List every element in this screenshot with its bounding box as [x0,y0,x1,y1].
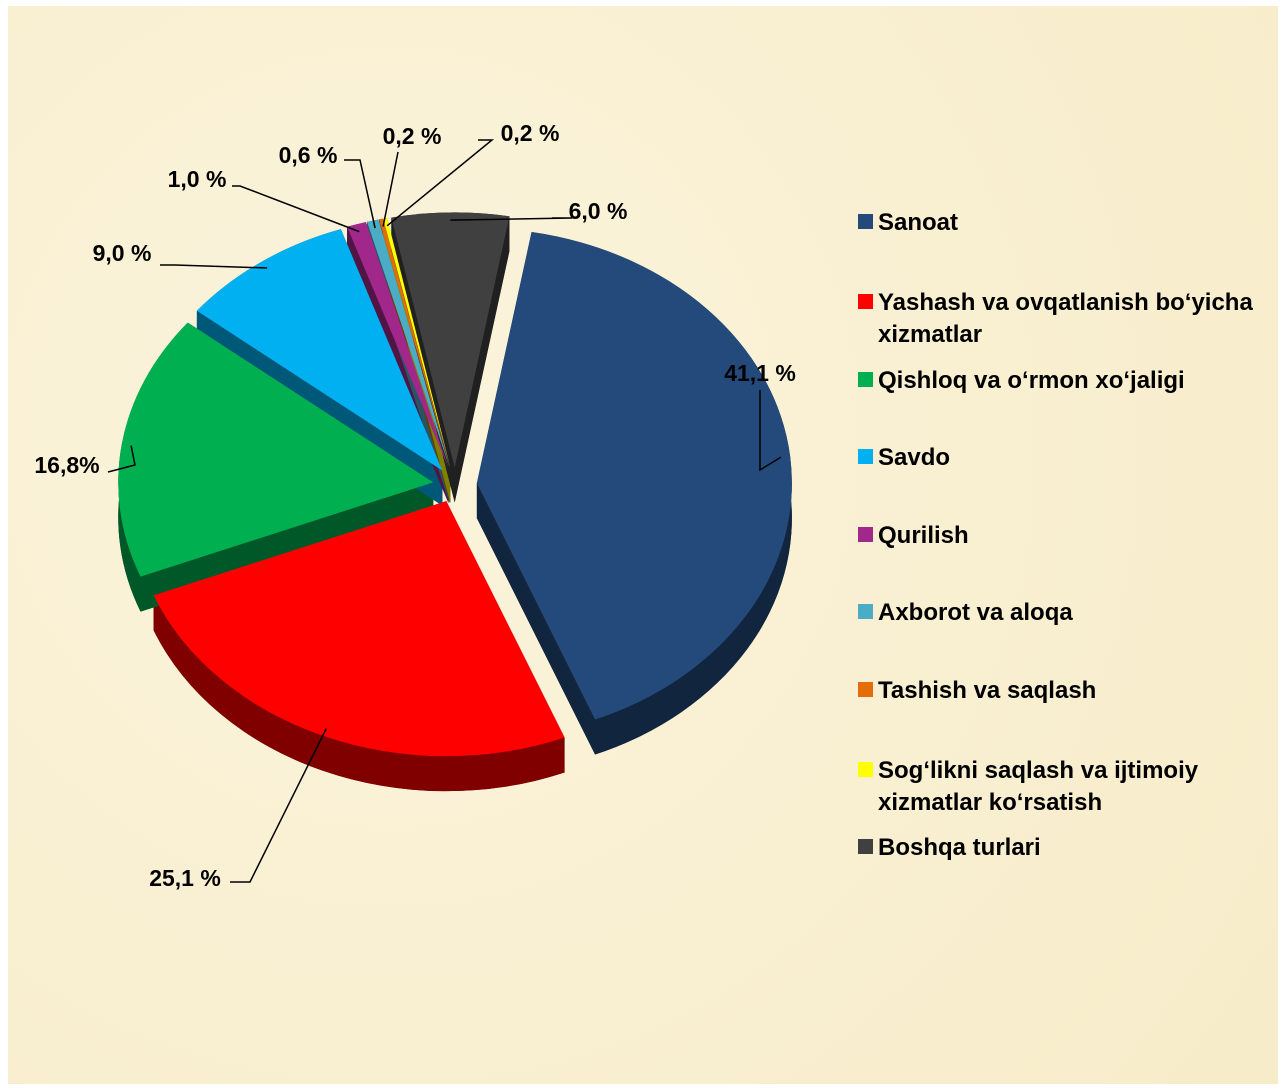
slice [153,501,565,757]
leader-line [230,728,327,883]
legend-item: Sog‘likni saqlash va ijtimoiy xizmatlar … [858,755,1258,819]
data-label: 0,6 % [279,142,338,168]
slice [379,218,451,468]
legend-label: Savdo [878,444,951,471]
slice-wall [153,595,565,792]
legend-swatch [858,762,873,777]
leader-line [160,264,268,269]
slice [367,219,450,468]
legend-swatch [858,604,873,619]
data-label: 0,2 % [501,120,560,146]
slice [391,212,510,468]
legend-swatch [858,214,873,229]
legend-label: Qishloq va o‘rmon xo‘jaligi [878,367,1185,394]
legend-label: Sog‘likni saqlash va ijtimoiy xizmatlar … [878,757,1199,816]
leader-line [107,445,136,473]
data-label: 9,0 % [93,240,152,266]
slice-wall [454,216,510,503]
legend-label: Boshqa turlari [878,834,1041,861]
data-label: 25,1 % [149,865,221,891]
legend-item: Qishloq va o‘rmon xo‘jaligi [858,365,1258,397]
legend-item: Sanoat [858,207,1258,239]
slice [383,217,451,468]
leader-line [344,159,376,229]
leader-line [386,139,495,227]
legend-label: Yashash va ovqatlanish bo‘yicha xizmatla… [878,289,1253,348]
legend-item: Yashash va ovqatlanish bo‘yicha xizmatla… [858,287,1258,351]
legend-swatch [858,527,873,542]
legend-item: Savdo [858,442,1258,474]
legend-label: Axborot va aloqa [878,599,1073,626]
data-label: 6,0 % [569,198,628,224]
slice-wall [476,483,596,755]
slice-tops [118,212,792,757]
slice [196,229,443,471]
slice [118,322,434,577]
slice [347,222,449,469]
legend-item: Axborot va aloqa [858,597,1258,629]
legend-swatch [858,372,873,387]
slice [476,232,792,720]
legend-swatch [858,839,873,854]
legend-item: Tashish va saqlash [858,675,1258,707]
legend-item: Boshqa turlari [858,832,1258,864]
leader-line [450,217,573,221]
leader-line [232,185,360,233]
leader-line [759,390,782,472]
legend-label: Tashish va saqlash [878,677,1097,704]
data-label: 16,8% [34,452,99,478]
data-label: 41,1 % [724,360,796,386]
legend-item: Qurilish [858,520,1258,552]
legend-swatch [858,294,873,309]
legend-label: Sanoat [878,209,959,236]
legend-label: Qurilish [878,522,969,549]
data-label: 0,2 % [383,123,442,149]
leader-line [382,151,399,227]
data-label: 1,0 % [168,166,227,192]
legend-swatch [858,449,873,464]
legend-swatch [858,682,873,697]
